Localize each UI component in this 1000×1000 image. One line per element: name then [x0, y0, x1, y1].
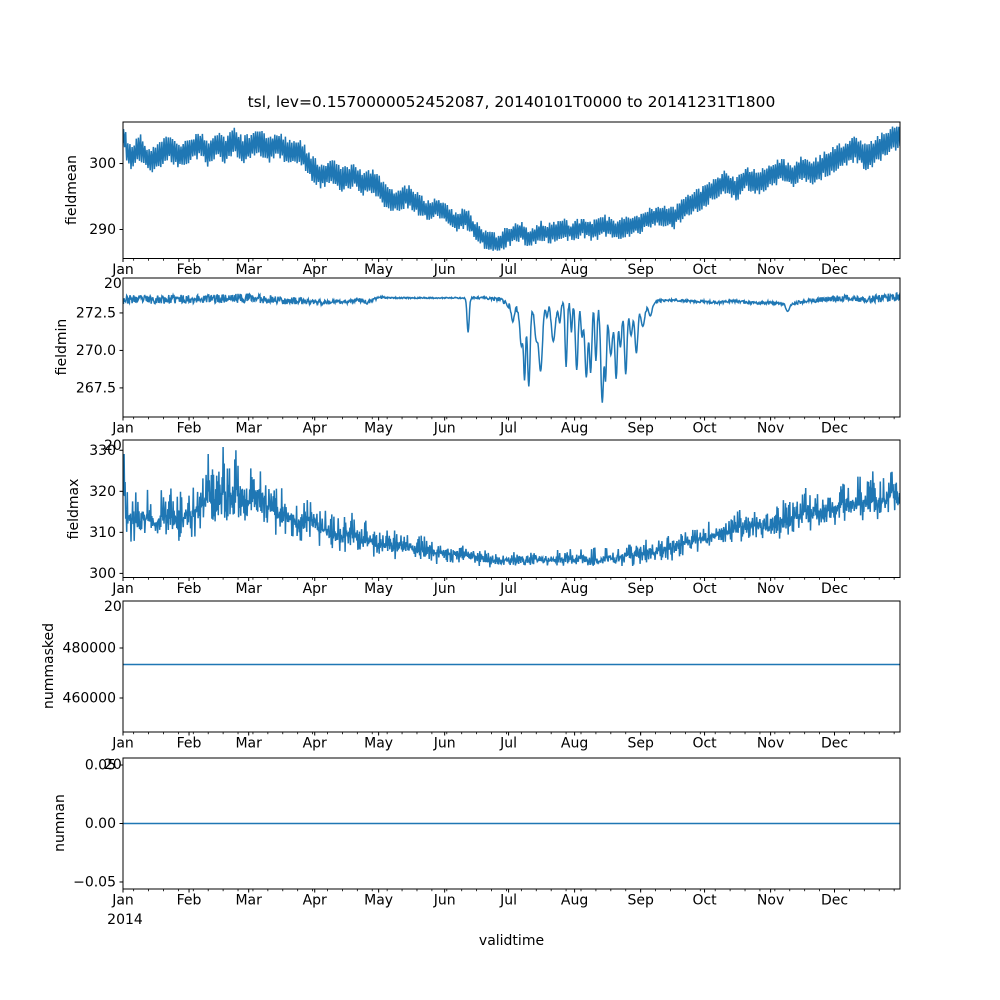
- numnan-ytick-label: 0.05: [85, 758, 116, 774]
- x-tick-label-jan: Jan: [111, 421, 134, 437]
- nummasked-ytick-label: 480000: [63, 641, 116, 657]
- x-tick-label-jan: Jan: [111, 736, 134, 752]
- fieldmean-plot-frame: [122, 121, 901, 259]
- x-tick-label-apr: Apr: [303, 736, 327, 752]
- x-tick-label-sep: Sep: [627, 736, 654, 752]
- x-tick-label-jun: Jun: [433, 893, 456, 909]
- figure-title: tsl, lev=0.1570000052452087, 20140101T00…: [247, 93, 776, 111]
- x-tick-label-feb: Feb: [177, 581, 202, 597]
- x-tick-label-oct: Oct: [692, 893, 717, 909]
- x-tick-label-may: May: [364, 581, 393, 597]
- x-tick-label-jan: Jan: [111, 581, 134, 597]
- x-tick-label-dec: Dec: [821, 421, 848, 437]
- clipped-year-label-5: 2014: [104, 757, 122, 773]
- x-tick-label-mar: Mar: [235, 262, 262, 278]
- clipped-year-label-3: 2014: [104, 438, 122, 454]
- x-tick-label-aug: Aug: [561, 581, 588, 597]
- fieldmax-ytick-label: 300: [89, 566, 116, 582]
- x-tick-label-oct: Oct: [692, 736, 717, 752]
- nummasked-ytick-label: 460000: [63, 691, 116, 707]
- x-tick-label-jul: Jul: [499, 736, 517, 752]
- clipped-year-label-4: 2014: [104, 599, 122, 615]
- x-tick-label-jan: Jan: [111, 893, 134, 909]
- x-tick-label-may: May: [364, 421, 393, 437]
- year-label: 2014: [107, 912, 143, 928]
- x-tick-label-jul: Jul: [499, 262, 517, 278]
- ylabel-fieldmean: fieldmean: [64, 155, 80, 225]
- fieldmean-series-line: [123, 126, 900, 251]
- fieldmax-ytick-label: 320: [89, 484, 116, 500]
- ylabel-fieldmax: fieldmax: [66, 478, 82, 540]
- x-tick-label-sep: Sep: [627, 893, 654, 909]
- x-tick-label-feb: Feb: [177, 262, 202, 278]
- x-tick-label-jan: Jan: [111, 262, 134, 278]
- x-tick-label-feb: Feb: [177, 421, 202, 437]
- x-tick-label-nov: Nov: [757, 893, 784, 909]
- x-tick-label-dec: Dec: [821, 736, 848, 752]
- x-tick-label-aug: Aug: [561, 736, 588, 752]
- x-tick-label-aug: Aug: [561, 421, 588, 437]
- fieldmin-ytick-label: 270.0: [76, 343, 116, 359]
- x-tick-label-oct: Oct: [692, 262, 717, 278]
- x-tick-label-mar: Mar: [235, 893, 262, 909]
- x-tick-label-nov: Nov: [757, 736, 784, 752]
- x-tick-label-apr: Apr: [303, 893, 327, 909]
- fieldmin-series-line: [123, 292, 900, 403]
- x-tick-label-mar: Mar: [235, 736, 262, 752]
- x-tick-label-feb: Feb: [177, 736, 202, 752]
- x-tick-label-jun: Jun: [433, 421, 456, 437]
- ylabel-nummasked: nummasked: [41, 623, 57, 710]
- x-tick-label-sep: Sep: [627, 581, 654, 597]
- fieldmax-ytick-label: 330: [89, 443, 116, 459]
- x-tick-label-jun: Jun: [433, 262, 456, 278]
- x-tick-label-may: May: [364, 736, 393, 752]
- x-tick-label-apr: Apr: [303, 262, 327, 278]
- fieldmin-ytick-label: 272.5: [76, 305, 116, 321]
- x-tick-label-jun: Jun: [433, 581, 456, 597]
- fieldmin-ytick-label: 267.5: [76, 380, 116, 396]
- x-tick-label-apr: Apr: [303, 421, 327, 437]
- x-tick-label-apr: Apr: [303, 581, 327, 597]
- fieldmean-ytick-label: 290: [89, 222, 116, 238]
- x-tick-label-may: May: [364, 262, 393, 278]
- x-tick-label-may: May: [364, 893, 393, 909]
- x-tick-label-dec: Dec: [821, 893, 848, 909]
- ylabel-numnan: numnan: [52, 794, 68, 852]
- x-tick-label-sep: Sep: [627, 421, 654, 437]
- x-tick-label-sep: Sep: [627, 262, 654, 278]
- x-tick-label-mar: Mar: [235, 421, 262, 437]
- x-tick-label-oct: Oct: [692, 421, 717, 437]
- x-tick-label-aug: Aug: [561, 893, 588, 909]
- nummasked-plot-frame: [122, 600, 901, 733]
- numnan-ytick-label: −0.05: [73, 874, 116, 890]
- fieldmin-plot-frame: [122, 277, 901, 418]
- x-tick-label-nov: Nov: [757, 262, 784, 278]
- fieldmean-ytick-label: 300: [89, 156, 116, 172]
- x-tick-label-jul: Jul: [499, 893, 517, 909]
- fieldmax-plot-frame: [122, 439, 901, 578]
- x-tick-label-nov: Nov: [757, 581, 784, 597]
- x-tick-label-dec: Dec: [821, 262, 848, 278]
- fieldmax-series-line: [123, 446, 900, 568]
- x-tick-label-jun: Jun: [433, 736, 456, 752]
- fieldmax-ytick-label: 310: [89, 525, 116, 541]
- x-tick-label-feb: Feb: [177, 893, 202, 909]
- x-tick-label-nov: Nov: [757, 421, 784, 437]
- x-tick-label-oct: Oct: [692, 581, 717, 597]
- x-tick-label-mar: Mar: [235, 581, 262, 597]
- ylabel-fieldmin: fieldmin: [54, 318, 70, 376]
- x-tick-label-jul: Jul: [499, 421, 517, 437]
- numnan-ytick-label: 0.00: [85, 816, 116, 832]
- clipped-year-label-2: 2014: [104, 276, 122, 292]
- xlabel-validtime: validtime: [478, 933, 545, 949]
- x-tick-label-jul: Jul: [499, 581, 517, 597]
- x-tick-label-dec: Dec: [821, 581, 848, 597]
- x-tick-label-aug: Aug: [561, 262, 588, 278]
